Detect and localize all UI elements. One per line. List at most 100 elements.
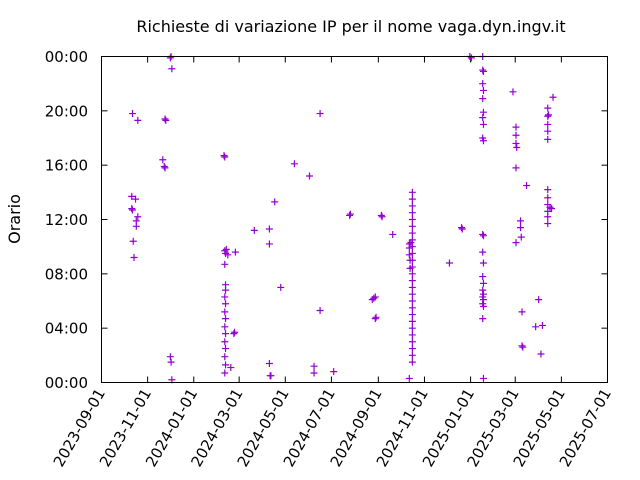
data-point [512,139,520,147]
data-point [544,127,552,135]
data-point [479,279,487,287]
data-point [129,237,137,245]
data-point [160,163,168,171]
data-point [479,114,487,122]
data-point [408,290,416,298]
data-point [310,369,318,377]
data-point [408,331,416,339]
y-tick-label: 04:00 [45,320,88,338]
data-point [517,233,525,241]
data-point [221,293,229,301]
data-point [544,120,552,128]
data-point [230,330,238,338]
data-point [408,209,416,217]
data-point [479,120,487,128]
data-point [161,164,169,172]
data-point [371,315,379,323]
data-point [479,286,487,294]
data-point [408,249,416,257]
data-point [408,317,416,325]
data-point [128,192,136,200]
data-point [479,302,487,310]
data-point [132,222,140,230]
data-point [222,300,230,308]
data-point [168,65,176,73]
data-point [509,88,517,96]
data-point [370,294,378,302]
data-point [408,358,416,366]
data-point [408,324,416,332]
y-tick-label: 08:00 [45,265,88,283]
data-point [265,359,273,367]
data-point [512,164,520,172]
data-point [134,116,142,124]
y-tick-label: 16:00 [45,157,88,175]
data-point [544,112,552,120]
data-point [346,210,354,218]
data-point [220,152,228,160]
data-point [479,230,487,238]
data-point [221,323,229,331]
data-point [408,351,416,359]
data-point [408,345,416,353]
data-point [479,66,487,74]
data-point [290,160,298,168]
data-point [479,232,487,240]
data-point [408,188,416,196]
data-point [408,202,416,210]
y-axis-label: Orario [5,194,24,244]
data-point [467,54,475,62]
data-point [479,86,487,94]
data-point [128,205,136,213]
data-point [479,315,487,323]
data-point [222,330,230,338]
data-point [479,67,487,75]
data-point [518,342,526,350]
y-tick-label: 20:00 [45,102,88,120]
data-point [512,123,520,131]
data-point [408,338,416,346]
data-point [479,273,487,281]
data-point [517,224,525,232]
data-point [479,108,487,116]
data-point [222,361,230,369]
data-point [479,296,487,304]
data-point [544,186,552,194]
data-point [408,283,416,291]
data-point [405,244,413,252]
data-point [538,321,546,329]
data-point [305,172,313,180]
data-point [408,270,416,278]
data-point [222,315,230,323]
data-point [408,256,416,264]
data-point [405,374,413,382]
data-point [546,203,554,211]
plot-frame [101,56,608,383]
data-point [221,369,229,377]
data-point [316,110,324,118]
data-point [132,195,140,203]
data-point [479,248,487,256]
data-point [537,350,545,358]
data-point [479,95,487,103]
data-point [544,220,552,228]
data-point [479,137,487,145]
y-tick-label: 00:00 [45,374,88,392]
data-point [221,260,229,268]
data-point [544,135,552,143]
data-point [458,225,466,233]
data-point [129,206,137,214]
data-point [408,236,416,244]
data-point [166,353,174,361]
data-point [129,110,137,118]
data-point [371,293,379,301]
data-point [408,311,416,319]
data-point [389,230,397,238]
data-point [408,263,416,271]
data-point [408,229,416,237]
data-point [378,213,386,221]
data-point [518,308,526,316]
data-point [221,338,229,346]
data-point [408,304,416,312]
